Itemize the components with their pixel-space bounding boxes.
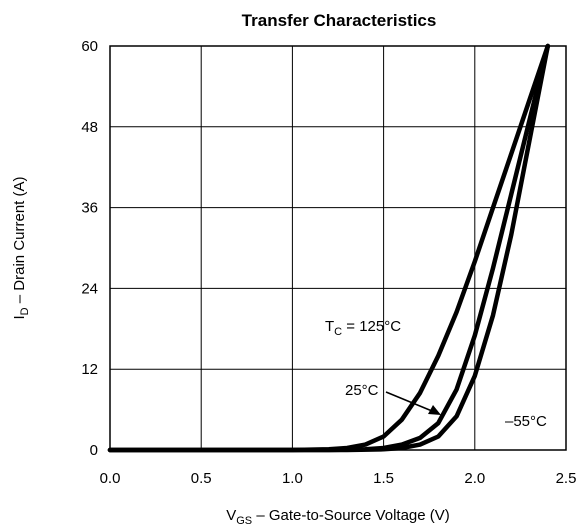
y-tick-label: 48 — [81, 119, 98, 136]
x-tick-label: 1.0 — [282, 470, 303, 487]
series-line-t125 — [107, 43, 551, 453]
y-tick-label: 60 — [81, 38, 98, 55]
x-tick-label: 2.5 — [556, 470, 577, 487]
series-line-t25 — [107, 43, 551, 453]
y-tick-label: 36 — [81, 200, 98, 217]
x-tick-label: 0.5 — [191, 470, 212, 487]
chart-title: Transfer Characteristics — [242, 11, 437, 30]
annotation-25c-arrow — [385, 391, 433, 412]
x-tick-label: 0.0 — [100, 470, 121, 487]
y-axis-label: ID – Drain Current (A) — [11, 177, 31, 320]
annotation-minus55c: –55°C — [505, 413, 547, 430]
y-tick-label: 0 — [90, 442, 98, 459]
y-tick-label: 24 — [81, 280, 98, 297]
annotation-25c: 25°C — [345, 382, 379, 399]
x-tick-label: 2.0 — [464, 470, 485, 487]
x-tick-labels: 0.0 0.5 1.0 1.5 2.0 2.5 — [100, 470, 577, 487]
series-lines — [107, 43, 551, 453]
annotation-125c: TC = 125°C — [325, 318, 401, 338]
y-tick-labels: 0 12 24 36 48 60 — [81, 38, 98, 459]
y-tick-label: 12 — [81, 361, 98, 378]
x-axis-label: VGS – Gate-to-Source Voltage (V) — [226, 507, 450, 527]
x-tick-label: 1.5 — [373, 470, 394, 487]
annotation-25c-arrowhead — [428, 405, 441, 415]
series-line-tm55 — [107, 43, 551, 453]
